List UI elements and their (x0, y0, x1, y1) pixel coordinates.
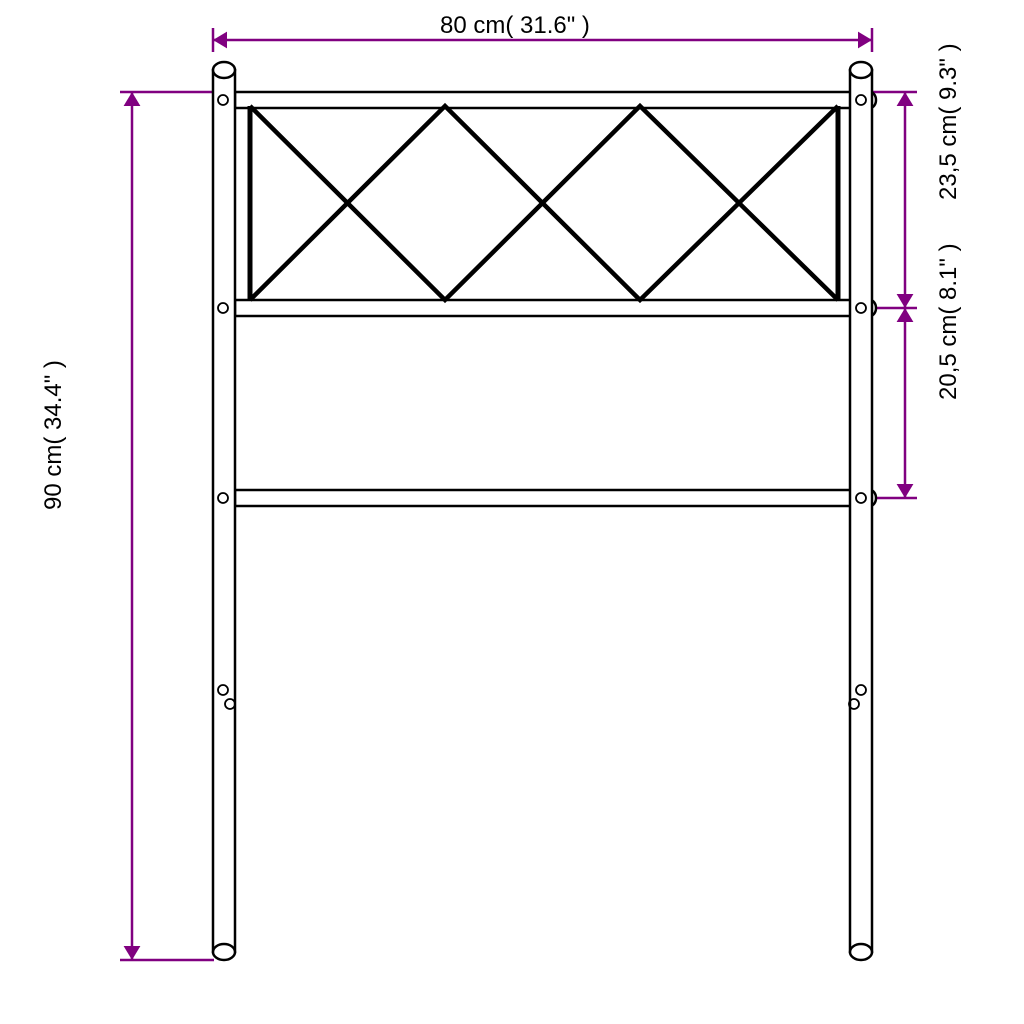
dim-right-upper-label: 23,5 cm( 9.3" ) (935, 43, 963, 200)
dim-top-width-label: 80 cm( 31.6" ) (440, 12, 590, 40)
dim-left-height-label: 90 cm( 34.4" ) (40, 360, 68, 510)
diagram-svg (0, 0, 1024, 1024)
dim-right-lower-label: 20,5 cm( 8.1" ) (935, 243, 963, 400)
